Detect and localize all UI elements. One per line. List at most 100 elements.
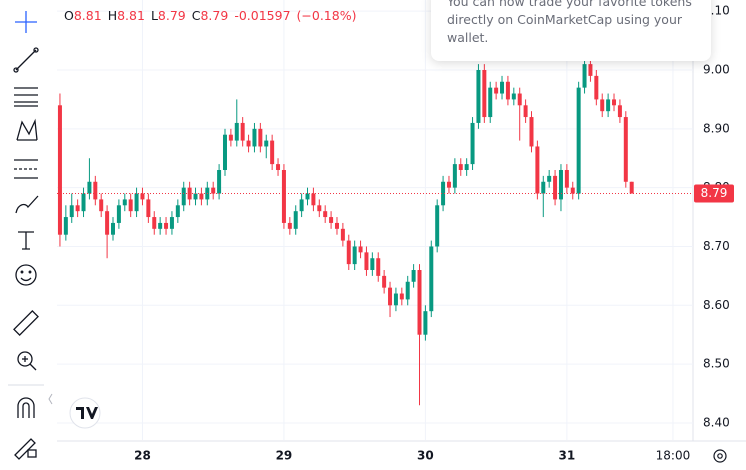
candle-body xyxy=(405,281,410,300)
candle-body xyxy=(482,70,487,118)
y-tick-label: 8.60 xyxy=(703,298,730,312)
change: -0.01597 xyxy=(234,8,291,23)
candle-body xyxy=(287,222,292,229)
candle-body xyxy=(175,205,180,218)
candle-body xyxy=(464,164,469,170)
candle-body xyxy=(358,246,363,253)
candle-body xyxy=(452,164,457,188)
candle-body xyxy=(181,187,186,206)
promo-popup[interactable]: You can now trade your favorite tokens d… xyxy=(431,0,711,61)
candle-body xyxy=(211,187,216,194)
candle-body xyxy=(505,81,510,100)
candle-body xyxy=(494,87,499,94)
fib-tool[interactable] xyxy=(14,87,38,107)
collapse-arrow[interactable] xyxy=(48,393,53,405)
candle-body xyxy=(329,217,334,223)
candle-body xyxy=(623,117,628,182)
candle-body xyxy=(582,64,587,88)
legend-value: 8.81 xyxy=(117,8,145,23)
candle-body xyxy=(193,193,198,200)
candle-body xyxy=(57,105,62,235)
tv-logo[interactable] xyxy=(69,397,101,429)
candle-body xyxy=(99,199,104,212)
candle-body xyxy=(617,105,622,118)
candle-body xyxy=(258,128,263,147)
crosshair-tool[interactable] xyxy=(15,11,37,33)
candle-body xyxy=(411,270,416,282)
zoom-tool[interactable] xyxy=(17,351,37,371)
brush-tool[interactable] xyxy=(15,195,39,214)
icon-tool[interactable] xyxy=(15,264,37,286)
candle-body xyxy=(523,105,528,118)
candle-body xyxy=(311,193,316,206)
ruler-tool[interactable] xyxy=(13,310,39,336)
magnet-tool[interactable] xyxy=(17,397,35,418)
candle-body xyxy=(293,211,298,229)
popup-line: You can now trade your favorite tokens xyxy=(447,0,692,9)
toolbar[interactable] xyxy=(8,11,44,460)
popup-line: directly on CoinMarketCap using your xyxy=(447,12,683,27)
candle-body xyxy=(222,134,227,170)
legend-value: 8.79 xyxy=(157,8,186,23)
legend-value: 8.79 xyxy=(200,8,229,23)
candle-body xyxy=(346,240,351,265)
lock-tool[interactable] xyxy=(14,438,37,460)
candle-body xyxy=(134,193,139,212)
candle-body xyxy=(588,64,593,76)
legend-value: 8.81 xyxy=(73,8,102,23)
candle-body xyxy=(281,170,286,223)
candle-body xyxy=(81,193,86,212)
candle-body xyxy=(576,87,581,194)
legend-letter: H xyxy=(107,8,118,23)
x-tick-label: 28 xyxy=(134,449,151,463)
candle-body xyxy=(470,122,475,165)
candle-body xyxy=(340,228,345,241)
ohlc-legend: O8.81 H8.81 L8.79 C8.79 -0.01597 (−0.18%) xyxy=(64,8,362,23)
candle-body xyxy=(110,222,115,235)
grid xyxy=(57,0,693,440)
last-price-label: 8.79 xyxy=(701,186,728,200)
legend-letter: L xyxy=(150,8,158,23)
candle-body xyxy=(564,170,569,188)
candle-body xyxy=(299,199,304,212)
candle-body xyxy=(63,217,68,235)
legend-letter: C xyxy=(191,8,201,23)
candle-body xyxy=(529,117,534,147)
candle-body xyxy=(541,181,546,194)
candle-body xyxy=(511,93,516,100)
last-price-tag xyxy=(694,184,734,203)
candle-body xyxy=(164,222,169,229)
candle-body xyxy=(140,193,145,200)
candle-body xyxy=(69,205,74,218)
candle-body xyxy=(217,170,222,194)
candle-body xyxy=(105,211,110,235)
change-percent: (−0.18%) xyxy=(296,8,357,23)
candle-body xyxy=(152,217,157,229)
prediction-tool[interactable] xyxy=(14,159,38,179)
legend-letter: O xyxy=(64,8,74,23)
candle-body xyxy=(435,205,440,247)
text-tool[interactable] xyxy=(18,231,34,250)
candle-body xyxy=(517,93,522,106)
candle-body xyxy=(417,270,422,335)
candle-body xyxy=(376,258,381,276)
candle-body xyxy=(246,140,251,147)
x-tick-label: 30 xyxy=(417,449,434,463)
candle-body xyxy=(323,211,328,218)
candle-body xyxy=(423,311,428,335)
candle-body xyxy=(606,99,611,112)
settings-icon[interactable] xyxy=(713,449,727,463)
trend-line-tool[interactable] xyxy=(13,47,39,73)
x-tick-label: 29 xyxy=(276,449,293,463)
candle-body xyxy=(334,222,339,229)
candle-body xyxy=(446,181,451,188)
candle-body xyxy=(570,187,575,194)
candle-body xyxy=(441,181,446,206)
candle-body xyxy=(234,122,239,141)
candle-body xyxy=(399,293,404,300)
pattern-tool[interactable] xyxy=(16,118,38,141)
candle-body xyxy=(122,199,127,206)
popup-line: wallet. xyxy=(447,30,489,45)
candle-body xyxy=(458,164,463,170)
y-tick-label: 8.70 xyxy=(703,239,730,253)
